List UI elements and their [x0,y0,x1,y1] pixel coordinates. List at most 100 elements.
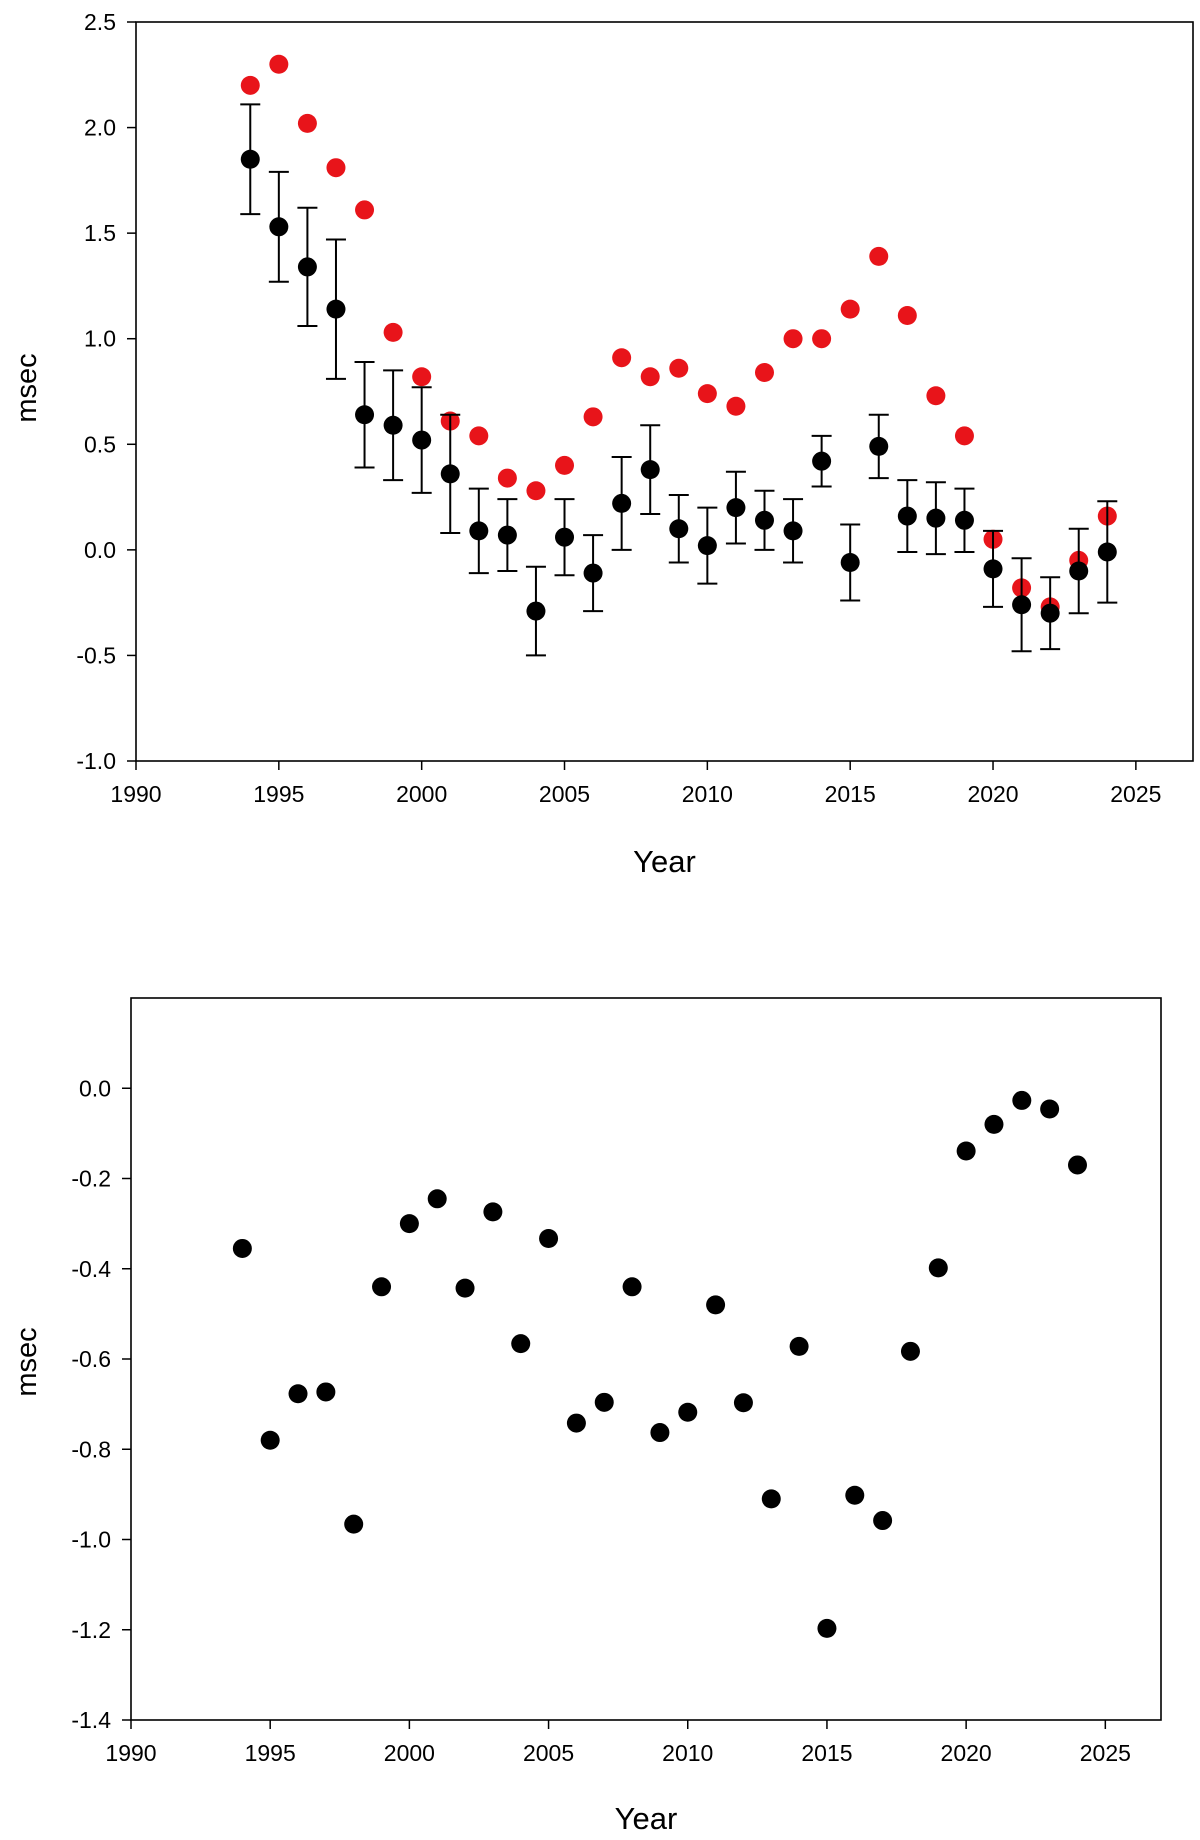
data-point [669,358,689,378]
data-point [697,536,717,556]
data-point [326,158,346,178]
data-point [326,299,346,319]
data-point [297,113,317,133]
chart-panel-bottom: Year msec 1990 1995 2000 2005 2010 2015 2020 20… [11,997,1162,1836]
x-tick-label: 1995 [253,781,304,807]
x-tick-label: 1995 [245,1740,296,1766]
data-point [612,348,632,368]
x-tick-label: 2025 [1110,781,1161,807]
y-tick-label: 1.0 [84,326,116,352]
data-point [526,601,546,621]
data-point [706,1295,726,1315]
x-tick-label: 2000 [396,781,447,807]
y-tick-label: -1.4 [71,1707,111,1733]
x-tick-label: 2005 [523,1740,574,1766]
data-point [412,367,432,387]
data-point [1067,1155,1087,1175]
data-point [555,527,575,547]
data-point [232,1238,252,1258]
y-tick-label: -1.0 [76,748,116,774]
data-point [269,217,289,237]
data-point [640,460,660,480]
y-tick-label: -0.5 [76,642,116,668]
x-tick-label: 2000 [384,1740,435,1766]
data-point [840,553,860,573]
x-tick-label: 2010 [662,1740,713,1766]
y-tick-label: -1.2 [71,1617,111,1643]
data-point [344,1514,364,1534]
data-point [497,525,517,545]
chart-panel-top: Year msec 1990 1995 2000 2005 2010 2015 2020 20… [11,9,1194,879]
y-tick-label: 0.0 [79,1075,111,1101]
data-point [622,1277,642,1297]
plot-frame [135,21,1194,762]
data-point [900,1341,920,1361]
data-point [726,396,746,416]
data-series [240,54,1117,617]
y-tick-label: 1.5 [84,220,116,246]
data-point [640,367,660,387]
data-point [526,481,546,501]
data-point [1040,603,1060,623]
data-point [316,1382,336,1402]
data-point [455,1278,475,1298]
data-point [897,305,917,325]
x-tick-label: 2020 [967,781,1018,807]
data-point [840,299,860,319]
data-point [288,1384,308,1404]
data-point [733,1393,753,1413]
y-tick-label: -0.6 [71,1346,111,1372]
data-point [926,386,946,406]
data-point [427,1189,447,1209]
y-tick-label: -0.8 [71,1436,111,1462]
data-point [1069,561,1089,581]
data-point [269,54,289,74]
data-point [383,322,403,342]
data-point [260,1430,280,1450]
data-point [697,384,717,404]
data-point [956,1141,976,1161]
data-point [926,508,946,528]
data-series [240,103,1118,657]
data-point [928,1258,948,1278]
data-point [469,521,489,541]
data-point [469,426,489,446]
data-point [412,430,432,450]
data-point [297,257,317,277]
data-point [612,493,632,513]
data-point [726,498,746,518]
data-point [1012,1090,1032,1110]
data-point [566,1413,586,1433]
data-point [594,1392,614,1412]
y-tick-label: 0.0 [84,537,116,563]
data-point [355,405,375,425]
x-axis-label: Year [633,844,696,879]
data-point [650,1423,670,1443]
x-tick-label: 2005 [539,781,590,807]
data-point [399,1214,419,1234]
data-point [869,436,889,456]
x-axis-label: Year [615,1801,678,1836]
y-axis-label: msec [11,1327,43,1396]
x-tick-label: 2015 [801,1740,852,1766]
data-point [383,415,403,435]
data-point [845,1485,865,1505]
data-point [555,455,575,475]
data-point [440,464,460,484]
data-point [355,200,375,220]
data-point [583,563,603,583]
data-point [783,521,803,541]
data-point [812,329,832,349]
x-tick-label: 2020 [941,1740,992,1766]
data-point [511,1334,531,1354]
data-point [869,246,889,266]
data-point [497,468,517,488]
data-point [783,329,803,349]
y-tick-label: -0.4 [71,1256,111,1282]
data-point [984,1114,1004,1134]
data-point [678,1402,698,1422]
plot-frame [130,997,1162,1721]
data-point [372,1277,392,1297]
data-point [483,1202,503,1222]
data-series [232,1090,1087,1638]
